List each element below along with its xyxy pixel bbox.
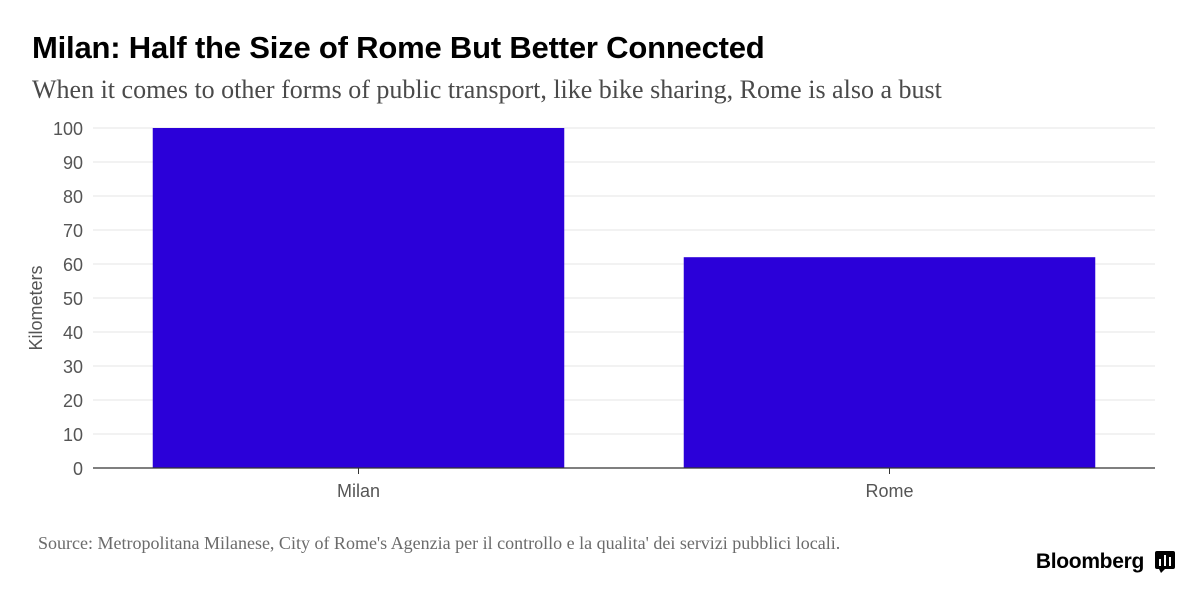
- axes: [93, 467, 1155, 474]
- y-axis-label: Kilometers: [26, 265, 46, 350]
- bars: [152, 128, 1096, 468]
- chart-subtitle: When it comes to other forms of public t…: [32, 75, 942, 104]
- y-tick-label: 70: [63, 221, 83, 241]
- x-tick-label: Rome: [865, 481, 913, 501]
- brand-logo: Bloomberg: [1035, 550, 1144, 573]
- y-tick-label: 50: [63, 289, 83, 309]
- y-tick-label: 10: [63, 425, 83, 445]
- y-tick-label: 80: [63, 187, 83, 207]
- y-tick-label: 30: [63, 357, 83, 377]
- y-tick-label: 100: [53, 119, 83, 139]
- y-tick-label: 20: [63, 391, 83, 411]
- y-tick-label: 0: [73, 459, 83, 479]
- chart-title: Milan: Half the Size of Rome But Better …: [32, 30, 765, 65]
- source-note: Source: Metropolitana Milanese, City of …: [38, 533, 841, 553]
- tick-labels: 0 10 20 30 40 50 60 70 80 90 100 Milan Rome: [53, 119, 914, 501]
- y-tick-label: 90: [63, 153, 83, 173]
- y-tick-label: 60: [63, 255, 83, 275]
- bar-milan: [152, 128, 565, 468]
- x-tick-label: Milan: [337, 481, 380, 501]
- bar-rome: [683, 257, 1096, 468]
- y-tick-label: 40: [63, 323, 83, 343]
- bloomberg-terminal-icon: [1155, 551, 1175, 573]
